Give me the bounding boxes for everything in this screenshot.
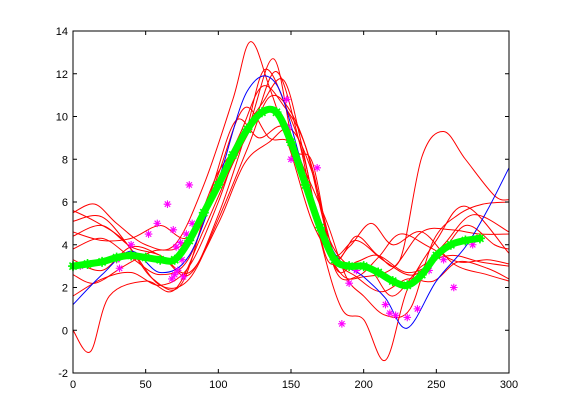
observation-marker-24 (345, 279, 353, 288)
mean-estimate-layer (68, 105, 485, 291)
observation-marker-23 (338, 320, 346, 328)
mean-estimate-marker-24 (402, 280, 413, 291)
x-tick-label-2: 50 (140, 379, 152, 391)
observation-marker-10 (170, 270, 179, 279)
y-tick-label-8: 12 (56, 69, 68, 81)
x-tick-label-6: 250 (427, 379, 445, 391)
observation-marker-28 (391, 311, 400, 320)
observation-marker-30 (413, 305, 422, 313)
observation-marker-14 (178, 255, 186, 264)
y-tick-label-6: 8 (62, 154, 68, 166)
mean-estimate-marker-22 (373, 267, 384, 278)
observation-marker-15 (179, 273, 188, 281)
mean-estimate-marker-9 (184, 235, 195, 246)
observation-marker-11 (172, 243, 180, 251)
y-tick-label-1: -2 (58, 368, 68, 380)
plot-area (73, 31, 509, 373)
mean-estimate-marker-15 (271, 107, 282, 118)
mean-estimate-marker-25 (416, 269, 427, 280)
observation-marker-6 (153, 219, 162, 228)
mean-estimate-marker-4 (111, 252, 122, 263)
observation-marker-3 (115, 264, 124, 273)
observation-marker-4 (127, 240, 135, 249)
observation-marker-12 (173, 266, 182, 275)
x-tick-label-5: 200 (354, 379, 372, 391)
mean-estimate-marker-6 (140, 252, 151, 263)
observation-marker-32 (439, 255, 448, 264)
observation-marker-22 (313, 164, 321, 172)
observation-marker-27 (386, 309, 394, 317)
mean-estimate-marker-29 (474, 233, 485, 244)
y-tick-label-9: 14 (56, 26, 68, 38)
mean-estimate-marker-12 (227, 149, 238, 160)
observation-marker-34 (468, 240, 477, 249)
mean-estimate-marker-23 (387, 276, 398, 287)
mean-estimate-marker-19 (329, 254, 340, 265)
observation-marker-18 (188, 219, 196, 228)
mean-estimate-marker-27 (445, 239, 456, 250)
mean-estimate-marker-7 (155, 254, 166, 265)
mean-estimate-marker-3 (97, 256, 108, 267)
mean-estimate-marker-5 (126, 250, 137, 261)
observation-marker-16 (182, 230, 191, 238)
y-tick-label-2: 0 (62, 325, 68, 337)
x-tick-label-4: 150 (282, 379, 300, 391)
observation-marker-26 (381, 300, 390, 309)
x-tick-label-3: 100 (209, 379, 227, 391)
mean-estimate-marker-18 (315, 222, 326, 233)
observation-marker-21 (287, 155, 295, 164)
observation-marker-29 (403, 313, 412, 322)
mean-estimate-marker-16 (286, 137, 296, 148)
observation-marker-5 (144, 230, 153, 238)
observation-marker-9 (169, 225, 178, 234)
observation-marker-33 (449, 283, 458, 292)
y-tick-label-7: 10 (56, 112, 68, 124)
mean-estimate-marker-10 (198, 207, 209, 218)
mean-estimate-marker-2 (82, 258, 93, 269)
y-tick-label-4: 4 (62, 240, 68, 252)
observation-marker-13 (176, 238, 185, 247)
observation-marker-17 (185, 181, 194, 189)
mean-estimate-marker-28 (460, 235, 471, 246)
observation-marker-7 (163, 200, 172, 208)
mean-estimate-marker-13 (242, 124, 253, 135)
mean-estimate-marker-17 (300, 179, 311, 190)
mean-estimate-marker-26 (431, 250, 442, 261)
mean-estimate-marker-21 (358, 261, 369, 272)
mean-estimate-marker-14 (256, 107, 267, 118)
mean-estimate-marker-11 (213, 179, 224, 190)
y-tick-label-5: 6 (62, 197, 68, 209)
x-tick-label-7: 300 (500, 379, 518, 391)
observation-marker-8 (168, 275, 176, 283)
mean-estimate-marker-20 (344, 261, 355, 272)
observation-marker-19 (282, 95, 291, 104)
observation-marker-25 (352, 266, 361, 275)
mean-estimate-marker-8 (169, 254, 180, 265)
y-tick-label-3: 2 (62, 283, 68, 295)
x-tick-label-1: 0 (70, 379, 76, 391)
sample-line-10 (72, 94, 510, 289)
